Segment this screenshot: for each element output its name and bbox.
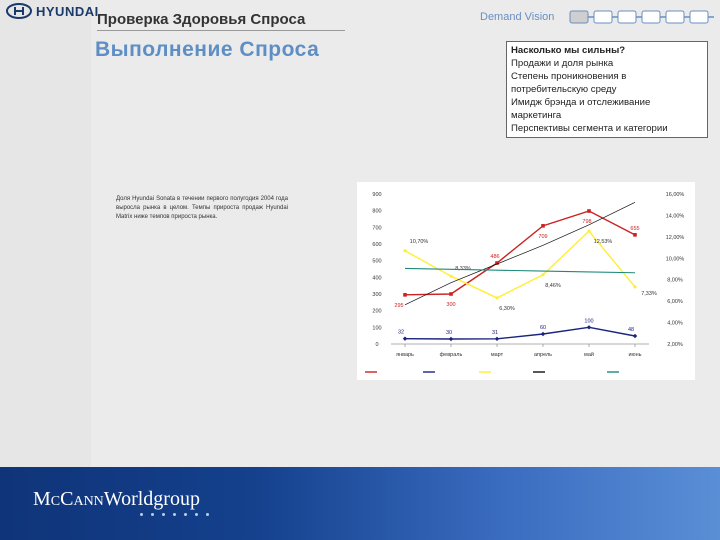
series-point-share <box>495 296 499 300</box>
series-point-sonata <box>448 336 454 342</box>
y-tick-label: 0 <box>375 342 378 348</box>
data-label-market: 486 <box>490 254 499 260</box>
data-label-sonata: 60 <box>540 325 546 331</box>
info-item-penetration: Степень проникновения в потребительскую … <box>511 71 627 95</box>
footer-dot <box>173 513 176 516</box>
chart-description: Доля Hyundai Sonata в течении первого по… <box>116 196 288 220</box>
series-point-share <box>541 273 545 277</box>
series-line-share_trend <box>404 267 636 274</box>
data-label-market: 709 <box>538 234 547 240</box>
data-label-share: 8,46% <box>545 283 561 289</box>
footer-dot <box>184 513 187 516</box>
data-label-sonata: 48 <box>628 327 634 333</box>
info-box: Насколько мы сильны? Продажи и доля рынк… <box>506 41 708 138</box>
y2-tick-label: 10,00% <box>666 256 685 262</box>
series-point-market <box>633 233 637 237</box>
data-label-share: 12,53% <box>594 239 613 245</box>
y-tick-label: 800 <box>372 209 381 215</box>
footer-dot <box>151 513 154 516</box>
series-point-market <box>449 292 453 296</box>
data-label-share: 10,70% <box>410 239 429 245</box>
series-point-share <box>587 229 591 233</box>
y2-tick-label: 12,00% <box>666 235 685 241</box>
series-point-sonata <box>540 331 546 337</box>
hyundai-logo: HYUNDAI <box>6 2 99 20</box>
y-tick-label: 400 <box>372 275 381 281</box>
data-label-sonata: 30 <box>446 330 452 336</box>
series-point-market <box>403 293 407 297</box>
y2-tick-label: 4,00% <box>667 321 683 327</box>
data-label-market: 655 <box>630 226 639 232</box>
section-subtitle: Проверка Здоровья Спроса <box>97 11 306 28</box>
data-label-share: 7,33% <box>641 291 657 297</box>
y-tick-label: 200 <box>372 309 381 315</box>
y-tick-label: 500 <box>372 259 381 265</box>
y2-tick-label: 14,00% <box>666 213 685 219</box>
mccann-logo-suffix: Worldgroup <box>103 488 200 510</box>
info-item-brand-image: Имидж брэнда и отслеживание маркетинга <box>511 97 651 121</box>
x-tick-label: май <box>584 351 594 358</box>
data-label-sonata: 32 <box>398 330 404 336</box>
series-point-share <box>633 285 637 289</box>
demand-vision-progress-steps <box>569 10 714 24</box>
series-point-sonata <box>632 333 638 339</box>
y-tick-label: 300 <box>372 292 381 298</box>
y2-tick-label: 16,00% <box>666 192 685 198</box>
y-tick-label: 900 <box>372 192 381 198</box>
x-tick-label: январь <box>396 352 414 358</box>
y-tick-label: 100 <box>372 325 381 331</box>
data-label-share: 6,30% <box>499 306 515 312</box>
series-line-market <box>404 210 636 296</box>
page-title: Выполнение Спроса <box>95 38 320 61</box>
data-label-sonata: 100 <box>584 318 593 324</box>
series-point-market <box>587 209 591 213</box>
series-point-market <box>495 261 499 265</box>
series-point-sonata <box>402 336 408 341</box>
footer-dot <box>195 513 198 516</box>
data-label-market: 798 <box>582 219 591 225</box>
info-box-heading: Насколько мы сильны? <box>511 45 626 56</box>
subtitle-divider <box>97 30 345 31</box>
x-tick-label: апрель <box>534 352 552 358</box>
mccann-logo-prefix: McCann <box>33 488 104 510</box>
left-sidebar-panel <box>0 0 91 467</box>
footer-dots <box>140 513 209 516</box>
data-label-market: 295 <box>394 303 403 309</box>
data-label-sonata: 31 <box>492 330 498 336</box>
series-line-trend <box>404 202 636 306</box>
footer-band <box>0 467 720 540</box>
series-point-market <box>541 224 545 228</box>
y-tick-label: 600 <box>372 242 381 248</box>
hyundai-logo-text: HYUNDAI <box>36 3 99 19</box>
x-tick-label: июнь <box>628 352 641 358</box>
y2-tick-label: 2,00% <box>667 342 683 348</box>
data-label-market: 300 <box>446 302 455 308</box>
footer-dot <box>162 513 165 516</box>
info-item-segment: Перспективы сегмента и категории <box>511 123 668 134</box>
hyundai-emblem-icon <box>6 3 32 19</box>
footer-dot <box>206 513 209 516</box>
y-tick-label: 700 <box>372 225 381 231</box>
info-item-sales: Продажи и доля рынка <box>511 58 614 69</box>
sales-share-chart: январь февраль март апрель май июнь 0 100 200 300… <box>357 182 695 380</box>
y2-tick-label: 8,00% <box>667 278 683 284</box>
y2-tick-label: 6,00% <box>667 299 683 305</box>
series-point-share <box>403 249 407 253</box>
series-point-sonata <box>586 325 592 330</box>
x-tick-label: февраль <box>440 352 463 358</box>
x-tick-label: март <box>491 352 504 358</box>
series-point-sonata <box>494 336 500 342</box>
demand-vision-label: Demand Vision <box>480 11 555 23</box>
series-line-sonata <box>404 326 636 340</box>
footer-dot <box>140 513 143 516</box>
mccann-worldgroup-logo: McCannWorldgroup <box>33 488 200 511</box>
series-line-share <box>404 230 636 299</box>
series-point-share <box>449 274 453 278</box>
